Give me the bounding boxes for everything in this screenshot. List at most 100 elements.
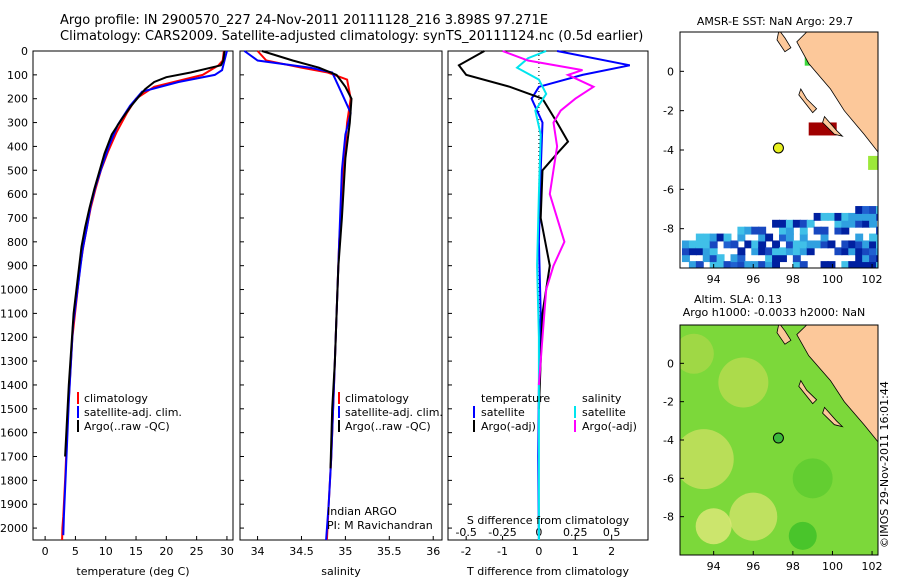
land-island: [798, 88, 818, 114]
map-x-tick-label: 94: [707, 273, 721, 286]
x-tick-label: 2: [608, 545, 615, 558]
sst-cell: [862, 206, 871, 214]
sla-anomaly-patch: [729, 492, 778, 541]
sst-cell: [772, 261, 780, 268]
depth-tick-label: 0: [21, 45, 28, 58]
sst-cell: [702, 247, 711, 256]
sst-cell: [737, 233, 746, 242]
sst-cell: [841, 240, 850, 249]
sst-cell: [848, 240, 857, 249]
sst-cell: [855, 212, 864, 221]
series-line: [502, 50, 596, 386]
title-line-2: Climatology: CARS2009. Satellite-adjuste…: [60, 29, 644, 44]
series-line: [457, 50, 570, 409]
sst-cell: [799, 247, 808, 256]
x-tick-label: 15: [129, 545, 143, 558]
sst-cell: [723, 240, 732, 249]
difference-legend: temperature satellite Argo(-adj) salinit…: [473, 392, 637, 433]
x-tick-label: 20: [159, 545, 173, 558]
sst-cell: [841, 226, 850, 235]
sst-cell: [702, 240, 711, 249]
map-y-tick-label: -8: [663, 223, 674, 236]
sst-cell: [695, 247, 704, 256]
sst-cell: [688, 261, 697, 268]
land-sumatra: [796, 32, 878, 153]
sst-cell: [785, 247, 794, 256]
sst-cell: [779, 247, 787, 256]
x-tick-label: 10: [99, 545, 113, 558]
sst-cell: [841, 219, 850, 228]
legend-argo: Argo(..raw -QC): [84, 420, 170, 433]
sst-cell: [681, 240, 690, 249]
land-island: [822, 115, 844, 137]
x-tick-label: 5: [72, 545, 79, 558]
sst-cell: [792, 219, 801, 228]
sst-cell: [695, 240, 704, 249]
sst-cell: [827, 212, 836, 221]
x-tick-label: -1: [497, 545, 508, 558]
depth-tick-label: 700: [7, 212, 28, 225]
sst-cell: [869, 261, 878, 268]
sst-cell: [876, 247, 878, 256]
s-difference-xlabel: S difference from climatology: [467, 514, 630, 527]
sst-cell: [765, 247, 774, 256]
sst-cell: [820, 233, 829, 242]
map-y-tick-label: -8: [663, 511, 674, 524]
sst-cell: [779, 254, 787, 263]
legend-salinity-heading: salinity: [582, 392, 622, 405]
x-tick-label: -2: [461, 545, 472, 558]
map-x-tick-label: 96: [746, 560, 760, 573]
sst-cell: [827, 261, 836, 268]
sst-cell: [848, 247, 857, 256]
sst-cell: [855, 219, 864, 228]
series-line: [515, 50, 548, 540]
sst-cell: [848, 261, 857, 268]
sst-cell: [868, 155, 878, 170]
salinity-panel-frame: [239, 50, 443, 541]
sst-cell: [785, 226, 794, 235]
argo-float-marker: [772, 142, 784, 154]
sst-cell: [848, 212, 857, 221]
sst-cell: [737, 226, 746, 235]
map-y-tick-label: -4: [663, 434, 674, 447]
sst-cell: [709, 247, 718, 256]
sst-cell: [869, 233, 878, 242]
sst-cell: [869, 247, 878, 256]
sst-cell: [744, 240, 753, 249]
sst-cell: [758, 261, 767, 268]
series-line: [61, 50, 225, 541]
sst-cell: [876, 212, 878, 221]
depth-tick-label: 500: [7, 164, 28, 177]
sla-anomaly-patch: [680, 429, 734, 490]
sst-cell: [709, 233, 718, 242]
map-y-tick-label: -6: [663, 183, 674, 196]
sst-cell: [772, 219, 780, 228]
sst-cell: [695, 261, 704, 268]
sst-cell: [813, 212, 822, 221]
s-diff-tick-label: 0.25: [563, 526, 588, 539]
sst-cell: [785, 233, 794, 242]
depth-tick-label: 1400: [0, 379, 28, 392]
depth-tick-label: 1700: [0, 451, 28, 464]
sst-cell: [779, 233, 787, 242]
depth-tick-label: 1800: [0, 474, 28, 487]
sla-anomaly-patch: [718, 357, 769, 408]
sst-cell: [820, 212, 829, 221]
map-x-tick-label: 96: [746, 273, 760, 286]
map-x-tick-label: 102: [862, 273, 883, 286]
map-y-tick-label: 0: [667, 65, 674, 78]
sst-cell: [772, 247, 780, 256]
sst-cell: [869, 212, 878, 221]
land-island: [776, 32, 792, 53]
sst-cell: [876, 233, 878, 242]
legend-climatology: climatology: [84, 392, 148, 405]
sst-map: 94 96 98 100 102 0 -2 -4 -6 -8: [663, 31, 883, 286]
sst-cell: [820, 240, 829, 249]
sst-cell: [702, 233, 711, 242]
sst-cell: [855, 240, 864, 249]
sst-cell: [751, 247, 760, 256]
t-difference-xlabel: T difference from climatology: [466, 565, 629, 578]
sst-cell: [834, 219, 843, 228]
sst-cell: [730, 240, 739, 249]
